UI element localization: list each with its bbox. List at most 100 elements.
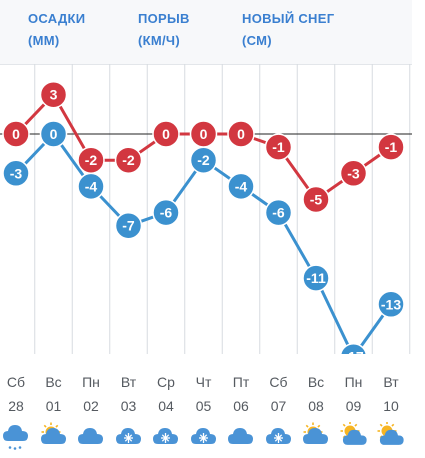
max-temp-point[interactable]: -5: [302, 185, 330, 214]
date-label: 07: [270, 398, 287, 414]
max-temp-point[interactable]: 0: [227, 120, 255, 148]
max-temp-point[interactable]: 0: [189, 120, 218, 148]
date-label: 08: [308, 398, 324, 414]
point-marker: [114, 146, 143, 174]
day-label: Чт 05: [185, 370, 222, 418]
point-label: -6: [160, 205, 173, 221]
min-temp-point[interactable]: -2: [189, 146, 218, 174]
weekday-label: Чт: [195, 374, 212, 390]
min-temp-point[interactable]: -13: [377, 290, 405, 319]
point-label: 0: [50, 126, 58, 142]
point-label: -7: [122, 218, 135, 234]
day-label: Вс 01: [35, 370, 72, 418]
min-temp-point[interactable]: -3: [2, 159, 30, 188]
date-label: 03: [120, 398, 137, 414]
min-temp-point[interactable]: -7: [114, 211, 143, 240]
snowflake-cloud-icon: [114, 422, 144, 450]
min-temp-point[interactable]: -11: [302, 264, 330, 292]
min-temp-point[interactable]: -4: [77, 172, 105, 201]
day-label: Сб 28: [0, 370, 35, 418]
max-temp-point[interactable]: -2: [114, 146, 143, 174]
weekday-label: Сб: [269, 374, 288, 390]
point-marker: [114, 211, 143, 240]
weekday-label: Вс: [307, 374, 325, 390]
date-label: 04: [158, 398, 174, 414]
point-label: 0: [12, 126, 20, 142]
partly-sunny-icon: [39, 422, 69, 450]
snow-cloud-icon: [1, 422, 31, 450]
max-temp-point[interactable]: -1: [377, 133, 405, 161]
min-temp-point[interactable]: -17: [340, 342, 367, 354]
point-marker: [264, 198, 293, 227]
date-label: 02: [83, 398, 99, 414]
weekday-label: Вс: [45, 374, 62, 390]
precip-title: ОСАДКИ: [28, 11, 86, 26]
weekday-label: Ср: [157, 374, 175, 390]
precip-unit: (ММ): [28, 33, 60, 48]
point-label: 0: [237, 126, 245, 142]
point-marker: [39, 80, 68, 109]
point-marker: [227, 120, 255, 148]
point-label: -2: [122, 152, 135, 168]
min-temp-point[interactable]: -6: [264, 198, 293, 227]
point-label: -3: [10, 165, 23, 181]
cloud-icon: [76, 422, 106, 450]
point-label: -4: [85, 178, 98, 194]
point-label: -1: [385, 139, 398, 155]
min-temp-point[interactable]: -6: [152, 198, 180, 227]
max-temp-point[interactable]: -3: [339, 159, 368, 188]
day-label: Сб 07: [260, 370, 297, 418]
date-label: 05: [195, 398, 212, 414]
temperature-chart: -3 0 -4 -7 -6 -2 -4 -6 -11 -17 -13 0 3 -2 -2 0 0 0 -1 -5 -3 -…: [0, 64, 412, 354]
date-label: 10: [383, 398, 399, 414]
point-marker: [2, 120, 30, 148]
point-marker: [2, 159, 30, 188]
precip-header[interactable]: ОСАДКИ (ММ): [28, 8, 85, 52]
point-label: -11: [306, 270, 326, 286]
point-label: -5: [310, 192, 323, 208]
day-label: Ср 04: [148, 370, 185, 418]
point-marker: [189, 120, 218, 148]
snow-unit: (СМ): [242, 33, 272, 48]
snowflake-cloud-icon: [189, 422, 219, 450]
weekday-label: Сб: [6, 374, 26, 390]
point-label: -2: [197, 152, 210, 168]
point-marker: [264, 133, 293, 161]
point-label: -3: [347, 165, 360, 181]
gust-title: ПОРЫВ: [138, 11, 190, 26]
max-temp-point[interactable]: 0: [152, 120, 180, 148]
point-label: 0: [200, 126, 208, 142]
date-label: 01: [45, 398, 62, 414]
day-label: Пт 06: [223, 370, 260, 418]
min-temp-point[interactable]: 0: [39, 120, 68, 148]
max-temp-point[interactable]: 3: [39, 80, 68, 109]
max-temp-point[interactable]: 0: [2, 120, 30, 148]
weekday-label: Пт: [232, 374, 250, 390]
point-label: -2: [85, 152, 98, 168]
min-temp-point[interactable]: -4: [227, 172, 255, 201]
day-label: Пн 02: [73, 370, 110, 418]
point-marker: [39, 120, 68, 148]
point-label: -1: [272, 139, 285, 155]
weekday-label: Пн: [82, 374, 100, 390]
gust-unit: (КМ/Ч): [138, 33, 180, 48]
max-temp-point[interactable]: -2: [77, 146, 105, 174]
partly-sunny-icon: [301, 422, 331, 450]
date-label: 06: [233, 398, 249, 414]
day-label: Вт 03: [110, 370, 147, 418]
gust-header[interactable]: ПОРЫВ (КМ/Ч): [138, 8, 190, 52]
weekday-label: Вт: [120, 374, 137, 390]
point-label: 0: [162, 126, 170, 142]
point-marker: [377, 290, 405, 319]
point-label: 3: [50, 87, 58, 103]
snowflake-cloud-icon: [151, 422, 181, 450]
chart-header: ОСАДКИ (ММ) ПОРЫВ (КМ/Ч) НОВЫЙ СНЕГ (СМ): [0, 0, 412, 65]
weekday-label: Пн: [344, 374, 363, 390]
snow-header[interactable]: НОВЫЙ СНЕГ (СМ): [242, 8, 334, 52]
date-label: 28: [8, 398, 24, 414]
point-label: -4: [235, 178, 248, 194]
point-marker: [302, 185, 330, 214]
point-label: -17: [343, 349, 363, 354]
point-marker: [377, 133, 405, 161]
max-temp-point[interactable]: -1: [264, 133, 293, 161]
